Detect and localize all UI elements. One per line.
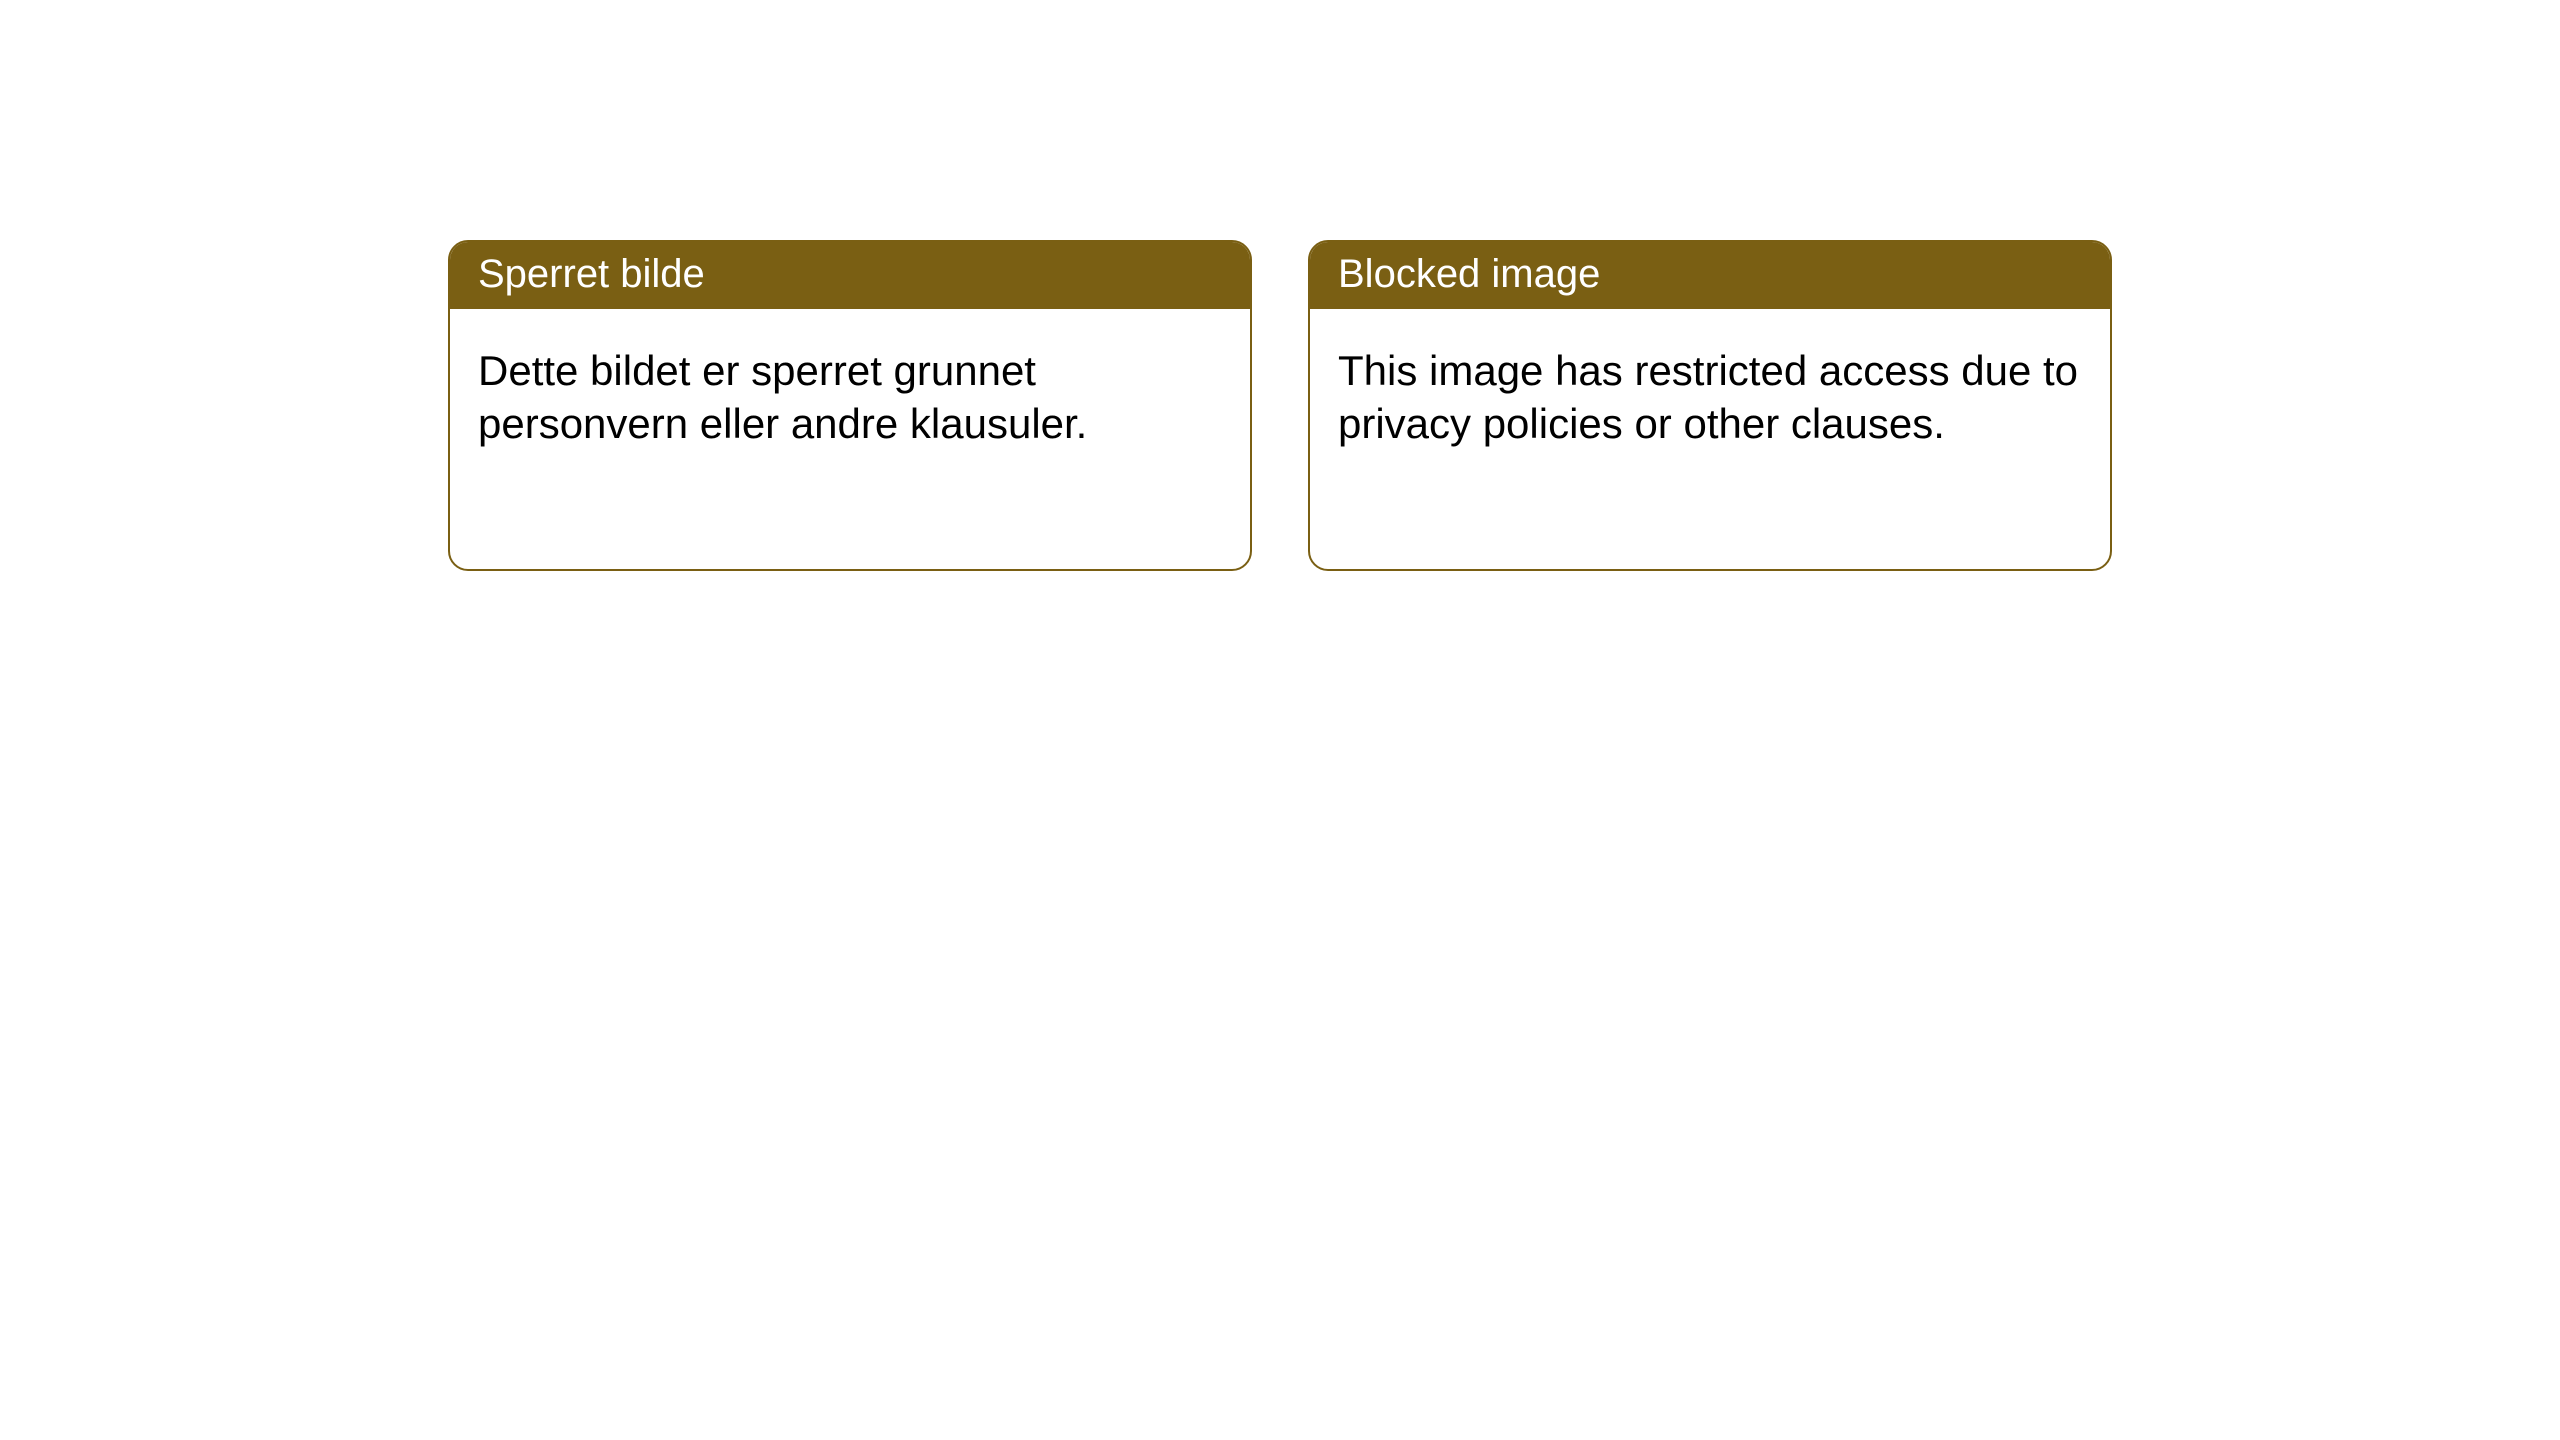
- panel-body-norwegian: Dette bildet er sperret grunnet personve…: [450, 309, 1250, 569]
- notice-panel-english: Blocked image This image has restricted …: [1308, 240, 2112, 571]
- notice-container: Sperret bilde Dette bildet er sperret gr…: [448, 240, 2112, 571]
- panel-header-norwegian: Sperret bilde: [450, 242, 1250, 309]
- panel-header-english: Blocked image: [1310, 242, 2110, 309]
- panel-body-english: This image has restricted access due to …: [1310, 309, 2110, 569]
- notice-panel-norwegian: Sperret bilde Dette bildet er sperret gr…: [448, 240, 1252, 571]
